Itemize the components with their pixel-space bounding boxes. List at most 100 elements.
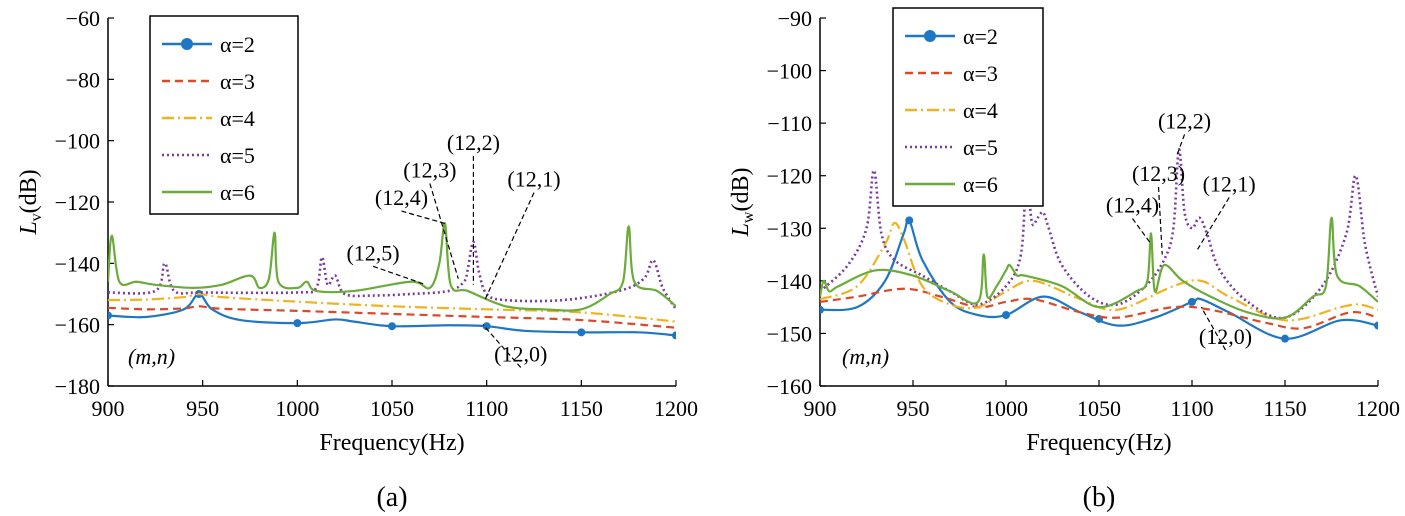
x-axis-label: Frequency(Hz)	[1026, 430, 1171, 456]
y-axis-label-symbol: L	[728, 223, 754, 237]
x-tick-label: 950	[897, 396, 930, 421]
series-line-alpha-6	[820, 216, 1378, 320]
y-tick-label: −120	[767, 164, 812, 189]
x-tick-label: 1100	[1170, 396, 1213, 421]
y-tick-label: −130	[767, 216, 812, 241]
chart-caption: (a)	[376, 482, 407, 513]
annotation-leader	[484, 192, 535, 301]
y-tick-label: −140	[55, 251, 100, 276]
mode-label: (m,n)	[842, 344, 889, 369]
annotation-label: (12,1)	[507, 167, 560, 192]
legend-label: α=4	[220, 106, 255, 131]
annotation-label: (12,0)	[494, 341, 547, 366]
annotation-label: (12,4)	[375, 185, 428, 210]
x-tick-label: 1050	[370, 396, 414, 421]
chart-caption: (b)	[1083, 482, 1116, 513]
x-tick-label: 900	[92, 396, 125, 421]
annotation-leader	[1200, 306, 1227, 351]
mode-label: (m,n)	[128, 344, 175, 369]
y-tick-label: −90	[778, 6, 812, 31]
y-axis-label-unit: (dB)	[16, 169, 42, 213]
x-tick-label: 1200	[654, 396, 698, 421]
legend-label: α=6	[220, 180, 255, 205]
series-marker	[1374, 321, 1378, 330]
y-tick-label: −100	[767, 59, 812, 84]
annotation-leader	[1176, 134, 1186, 155]
x-tick-label: 1150	[560, 396, 603, 421]
legend-marker	[181, 38, 193, 50]
series-marker	[672, 331, 676, 340]
series-marker	[388, 322, 396, 331]
annotation-label: (12,1)	[1203, 171, 1256, 196]
series-line-alpha-6	[108, 222, 676, 312]
series-marker	[293, 319, 302, 328]
series-group	[820, 148, 1378, 343]
annotation-leader	[372, 265, 427, 286]
y-tick-label: −150	[767, 321, 812, 346]
annotation-leader	[429, 183, 459, 279]
series-marker	[820, 305, 824, 314]
x-tick-label: 1200	[1356, 396, 1400, 421]
annotation-label: (12,4)	[1106, 193, 1159, 218]
series-line-alpha-2	[820, 218, 1378, 340]
annotation-label: (12,5)	[346, 240, 399, 265]
annotation-label: (12,2)	[447, 130, 500, 155]
series-line-alpha-3	[820, 287, 1378, 330]
series-marker	[905, 216, 914, 225]
annotation-leader	[482, 324, 522, 368]
annotation-leader	[1157, 186, 1163, 255]
legend-label: α=2	[220, 32, 255, 57]
legend-box	[892, 7, 1044, 207]
annotation-label: (12,3)	[403, 157, 456, 182]
y-tick-label: −160	[767, 374, 812, 399]
series-marker	[482, 322, 491, 331]
y-axis-label: Lv(dB)	[16, 169, 45, 235]
x-tick-label: 950	[186, 396, 219, 421]
annotation-label: (12,2)	[1158, 108, 1211, 133]
series-marker	[1002, 311, 1010, 320]
legend-label: α=2	[963, 24, 998, 49]
y-tick-label: −140	[767, 269, 812, 294]
series-marker	[577, 328, 586, 337]
chart-a: −180 −160 −140 −120 −100 −80 −60 900 950 1000 1050…	[16, 6, 698, 513]
legend-box	[149, 15, 299, 215]
y-tick-label: −120	[55, 190, 100, 215]
series-line-alpha-5	[820, 148, 1378, 320]
legend-label: α=3	[963, 61, 998, 86]
legend-label: α=5	[963, 135, 998, 160]
chart-b: −160 −150 −140 −130 −120 −110 −100 −90 900 950 100…	[728, 6, 1400, 513]
series-group	[108, 222, 676, 340]
y-axis-label: Lw(dB)	[728, 168, 757, 238]
series-marker	[1281, 334, 1289, 343]
series-line-alpha-2	[108, 292, 676, 337]
y-tick-label: −80	[66, 67, 100, 92]
y-tick-label: −160	[55, 313, 100, 338]
x-tick-label: 900	[804, 396, 837, 421]
legend-marker	[924, 30, 936, 42]
x-tick-label: 1150	[1263, 396, 1306, 421]
legend-label: α=4	[963, 98, 998, 123]
annotation-leader	[1131, 218, 1152, 245]
series-line-alpha-4	[108, 292, 676, 323]
x-axis-label: Frequency(Hz)	[319, 430, 464, 456]
annotation-label: (12,3)	[1132, 161, 1185, 186]
y-tick-label: −110	[767, 111, 812, 136]
y-axis-label-subscript: w	[740, 211, 757, 223]
series-marker	[108, 311, 112, 320]
y-tick-label: −100	[55, 129, 100, 154]
y-tick-label: −180	[55, 374, 100, 399]
y-axis-label-unit: (dB)	[728, 168, 754, 212]
y-axis-label-subscript: v	[28, 213, 45, 221]
x-tick-label: 1000	[275, 396, 319, 421]
x-tick-label: 1050	[1077, 396, 1121, 421]
x-tick-label: 1100	[465, 396, 508, 421]
y-tick-label: −60	[66, 6, 100, 31]
annotation-leader	[1197, 197, 1230, 250]
legend-label: α=5	[220, 143, 255, 168]
series-line-alpha-3	[108, 305, 676, 329]
legend-label: α=3	[220, 69, 255, 94]
legend-label: α=6	[963, 172, 998, 197]
series-marker	[1188, 297, 1196, 306]
annotation-leader	[401, 210, 446, 225]
